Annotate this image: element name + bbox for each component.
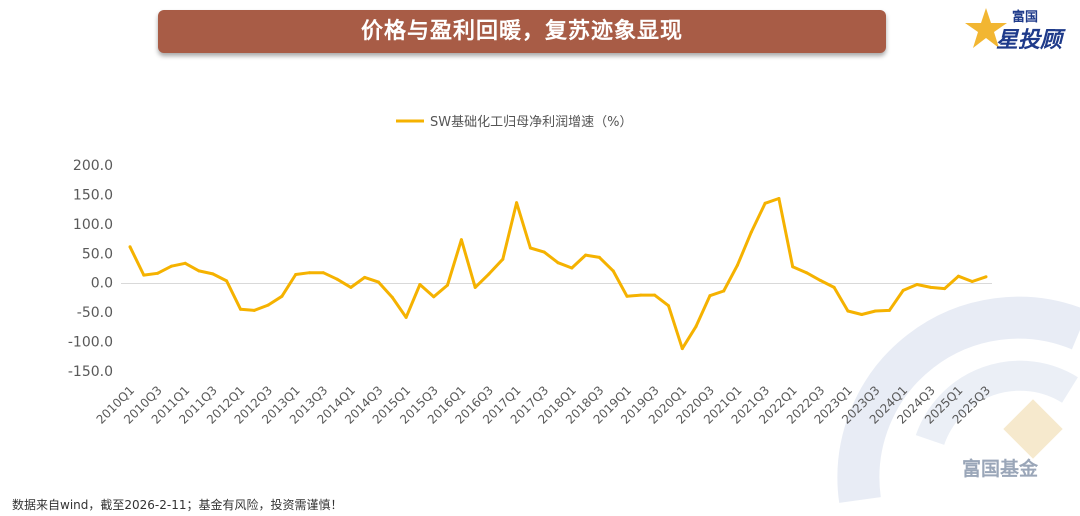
page-title: 价格与盈利回暖，复苏迹象显现 (360, 19, 683, 44)
data-point (128, 245, 132, 249)
data-point (597, 255, 601, 259)
data-point (169, 264, 173, 268)
data-point (197, 269, 201, 273)
data-point (308, 271, 311, 275)
chart-legend: SW基础化工归母净利润增速（%） (396, 115, 632, 130)
data-point (349, 285, 353, 289)
y-tick-label: -50.0 (77, 305, 113, 321)
data-point (736, 263, 739, 267)
data-point (363, 275, 367, 279)
series-line (128, 197, 987, 351)
data-point (763, 201, 767, 205)
data-point (818, 278, 822, 282)
data-point (860, 313, 864, 316)
data-point (653, 293, 657, 297)
y-tick-label: 0.0 (91, 276, 113, 292)
data-point (708, 294, 712, 298)
data-point (584, 253, 588, 257)
data-point (432, 295, 436, 299)
brand-logo: 富国 星投顾 (962, 4, 1072, 54)
data-point (915, 283, 919, 286)
data-point (515, 201, 519, 205)
data-point (970, 280, 974, 283)
y-tick-label: 150.0 (73, 187, 113, 203)
data-point (542, 250, 546, 254)
data-point (211, 272, 215, 276)
brand-name-big: 星投顾 (996, 28, 1063, 53)
data-point (611, 269, 615, 273)
data-point (887, 308, 891, 312)
y-tick-label: 100.0 (73, 217, 113, 233)
data-point (639, 293, 643, 297)
data-point (266, 303, 270, 307)
data-point (777, 197, 781, 200)
data-point (984, 275, 988, 279)
data-point (446, 283, 449, 287)
footer-note: 数据来自wind，截至2026-2-11；基金有风险，投资需谨慎！ (12, 498, 343, 512)
y-tick-label: -150.0 (68, 364, 113, 380)
data-point (404, 315, 408, 319)
x-axis: 2010Q12010Q32011Q12011Q32012Q12012Q32013… (94, 383, 994, 427)
data-point (570, 266, 574, 270)
data-point (956, 274, 960, 278)
data-point (680, 347, 684, 351)
y-tick-label: 50.0 (82, 246, 113, 262)
data-point (473, 285, 477, 289)
series-group (128, 197, 988, 351)
data-point (625, 294, 629, 298)
data-point (805, 271, 808, 275)
brand-name-small: 富国 (1012, 10, 1039, 25)
data-point (156, 271, 160, 275)
data-point (321, 271, 325, 275)
watermark-text: 富国基金 (962, 458, 1039, 480)
data-point (901, 288, 905, 292)
data-point (528, 246, 532, 250)
data-point (487, 272, 491, 276)
data-point (556, 261, 560, 265)
data-point (390, 295, 394, 299)
data-point (183, 261, 187, 265)
title-banner: 价格与盈利回暖，复苏迹象显现 (158, 10, 886, 53)
data-point (832, 285, 836, 289)
data-point (142, 273, 146, 277)
data-point (929, 285, 933, 289)
y-tick-label: -100.0 (68, 335, 113, 351)
data-point (874, 309, 877, 313)
data-point (377, 280, 380, 284)
data-point (749, 230, 753, 234)
data-point (225, 279, 229, 283)
data-point (846, 309, 850, 313)
watermark-emblem-icon (837, 296, 1080, 503)
data-point (280, 294, 284, 298)
data-point (239, 307, 242, 311)
data-point (501, 257, 505, 261)
data-point (418, 283, 422, 286)
data-point (252, 308, 256, 312)
data-point (459, 238, 463, 242)
data-point (294, 273, 298, 276)
data-point (943, 287, 947, 291)
data-point (791, 265, 795, 269)
legend-label: SW基础化工归母净利润增速（%） (430, 115, 632, 130)
y-tick-label: 200.0 (73, 158, 113, 174)
data-point (667, 304, 670, 308)
data-point (694, 324, 698, 328)
data-point (335, 277, 339, 281)
star-icon (965, 8, 1007, 48)
data-point (722, 289, 726, 293)
y-axis: 200.0 150.0 100.0 50.0 0.0 -50.0 -100.0 -150.0 (68, 158, 113, 380)
